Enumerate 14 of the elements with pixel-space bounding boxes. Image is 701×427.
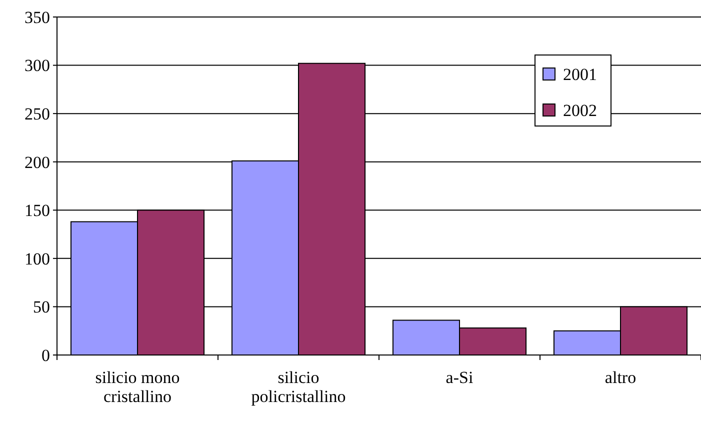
x-tick-label: silicio mono cristallino: [95, 368, 180, 406]
y-tick-label: 250: [24, 104, 50, 124]
y-tick-label: 0: [42, 346, 50, 365]
x-tick-label: a-Si: [446, 368, 474, 387]
legend-label: 2002: [563, 100, 597, 120]
legend-label: 2001: [563, 64, 597, 84]
y-tick-label: 200: [24, 152, 50, 172]
y-tick-label: 50: [33, 298, 50, 317]
x-tick-label: silicio policristallino: [251, 368, 346, 406]
y-tick-label: 350: [24, 8, 50, 27]
y-tick-label: 300: [24, 56, 50, 76]
x-tick-label: altro: [604, 368, 636, 387]
y-tick-label: 150: [24, 201, 50, 220]
y-tick-label: 100: [24, 249, 50, 268]
